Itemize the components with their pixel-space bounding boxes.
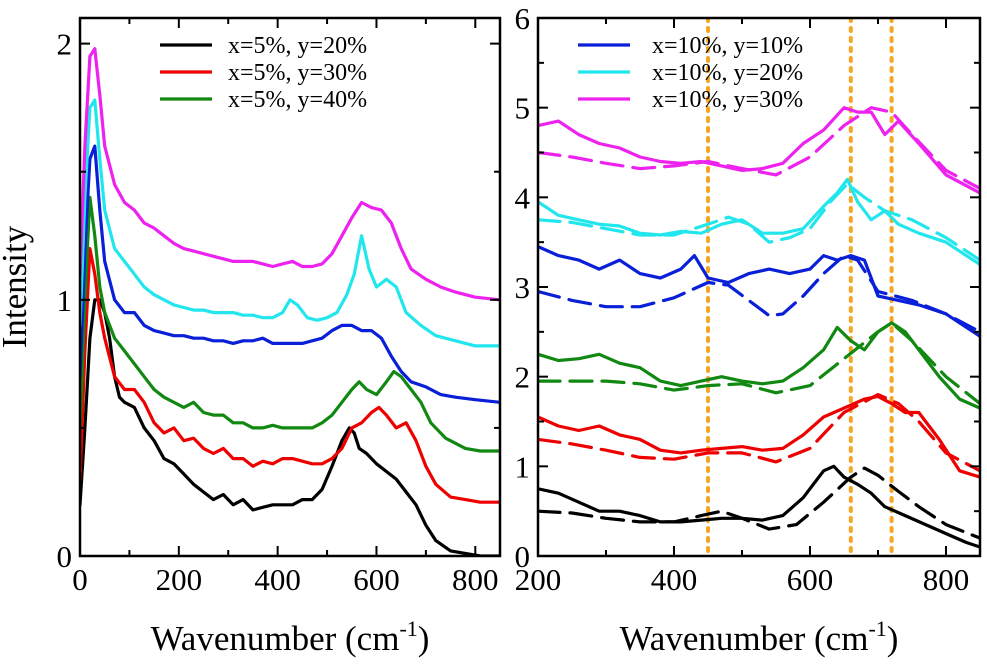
y-tick-label: 2: [515, 360, 531, 395]
series-line: [538, 106, 980, 190]
series-line: [80, 47, 500, 302]
x-tick-label: 400: [651, 562, 698, 597]
y-tick-label: 0: [515, 539, 531, 574]
series-line: [80, 247, 500, 504]
plot-area: [80, 47, 500, 556]
series-line: [538, 393, 980, 473]
x-tick-label: 200: [156, 562, 203, 597]
x-tick-label: 800: [452, 562, 499, 597]
series-line: [80, 298, 500, 556]
y-tick-label: 6: [515, 1, 531, 36]
x-axis-title-close: ): [418, 619, 430, 658]
x-axis-title-exponent: -1: [868, 616, 886, 641]
x-axis-title: Wavenumber (cm-1): [151, 616, 430, 658]
series-line: [538, 466, 980, 540]
series-line: [538, 182, 980, 262]
y-tick-label: 0: [57, 539, 73, 574]
series-line: [538, 245, 980, 338]
series-line: [538, 254, 980, 334]
y-tick-label: 4: [515, 180, 531, 215]
right-panel: 200 400 600 800 0 1 2 3 4 5 6 Wavenumber (cm-1) x=10…: [515, 1, 982, 658]
x-tick-label: 400: [254, 562, 301, 597]
legend-label: x=10%, y=30%: [652, 87, 803, 113]
legend-label: x=5%, y=40%: [228, 87, 367, 113]
y-tick-label: 1: [515, 449, 531, 484]
left-panel: 0 200 400 600 800 0 1 2 Wavenumber (cm-1) Intensi…: [0, 16, 502, 658]
x-axis-title-main: Wavenumber (cm: [151, 619, 400, 658]
x-tick-label: 600: [787, 562, 834, 597]
plot-frame: [78, 16, 502, 558]
x-tick-label: 0: [72, 562, 88, 597]
legend-label: x=5%, y=20%: [228, 33, 367, 59]
x-axis-title-main: Wavenumber (cm: [620, 619, 869, 658]
series-line: [538, 394, 980, 479]
series-line: [80, 98, 500, 348]
x-axis-title: Wavenumber (cm-1): [620, 616, 899, 658]
x-tick-label: 800: [923, 562, 970, 597]
y-tick-label: 2: [57, 27, 73, 62]
series-line: [538, 464, 980, 549]
series-line: [538, 106, 980, 195]
x-axis-title-close: ): [887, 619, 899, 658]
legend-label: x=5%, y=30%: [228, 60, 367, 86]
y-tick-label: 3: [515, 270, 531, 305]
x-axis-title-exponent: -1: [399, 616, 417, 641]
y-axis-title: Intensity: [0, 225, 34, 348]
x-tick-label: 200: [515, 562, 562, 597]
y-tick-label: 5: [515, 91, 531, 126]
series-line: [538, 321, 980, 406]
series-line: [538, 321, 980, 410]
series-line: [80, 195, 500, 453]
y-tick-label: 1: [57, 283, 73, 318]
series-line: [80, 144, 500, 404]
legend-label: x=10%, y=10%: [652, 33, 803, 59]
x-tick-label: 600: [353, 562, 400, 597]
plot-area: [538, 18, 980, 556]
legend-label: x=10%, y=20%: [652, 60, 803, 86]
